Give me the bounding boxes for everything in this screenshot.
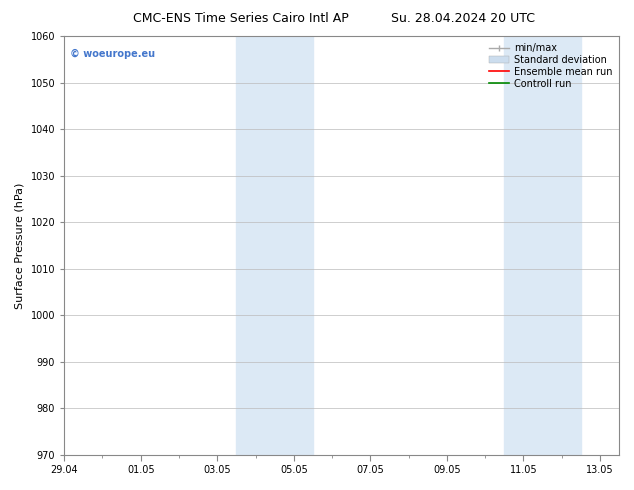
Legend: min/max, Standard deviation, Ensemble mean run, Controll run: min/max, Standard deviation, Ensemble me… bbox=[488, 41, 614, 91]
Text: Su. 28.04.2024 20 UTC: Su. 28.04.2024 20 UTC bbox=[391, 12, 535, 25]
Bar bbox=[236, 36, 313, 455]
Y-axis label: Surface Pressure (hPa): Surface Pressure (hPa) bbox=[15, 182, 25, 309]
Text: CMC-ENS Time Series Cairo Intl AP: CMC-ENS Time Series Cairo Intl AP bbox=[133, 12, 349, 25]
Bar bbox=[504, 36, 581, 455]
Text: © woeurope.eu: © woeurope.eu bbox=[70, 49, 155, 59]
